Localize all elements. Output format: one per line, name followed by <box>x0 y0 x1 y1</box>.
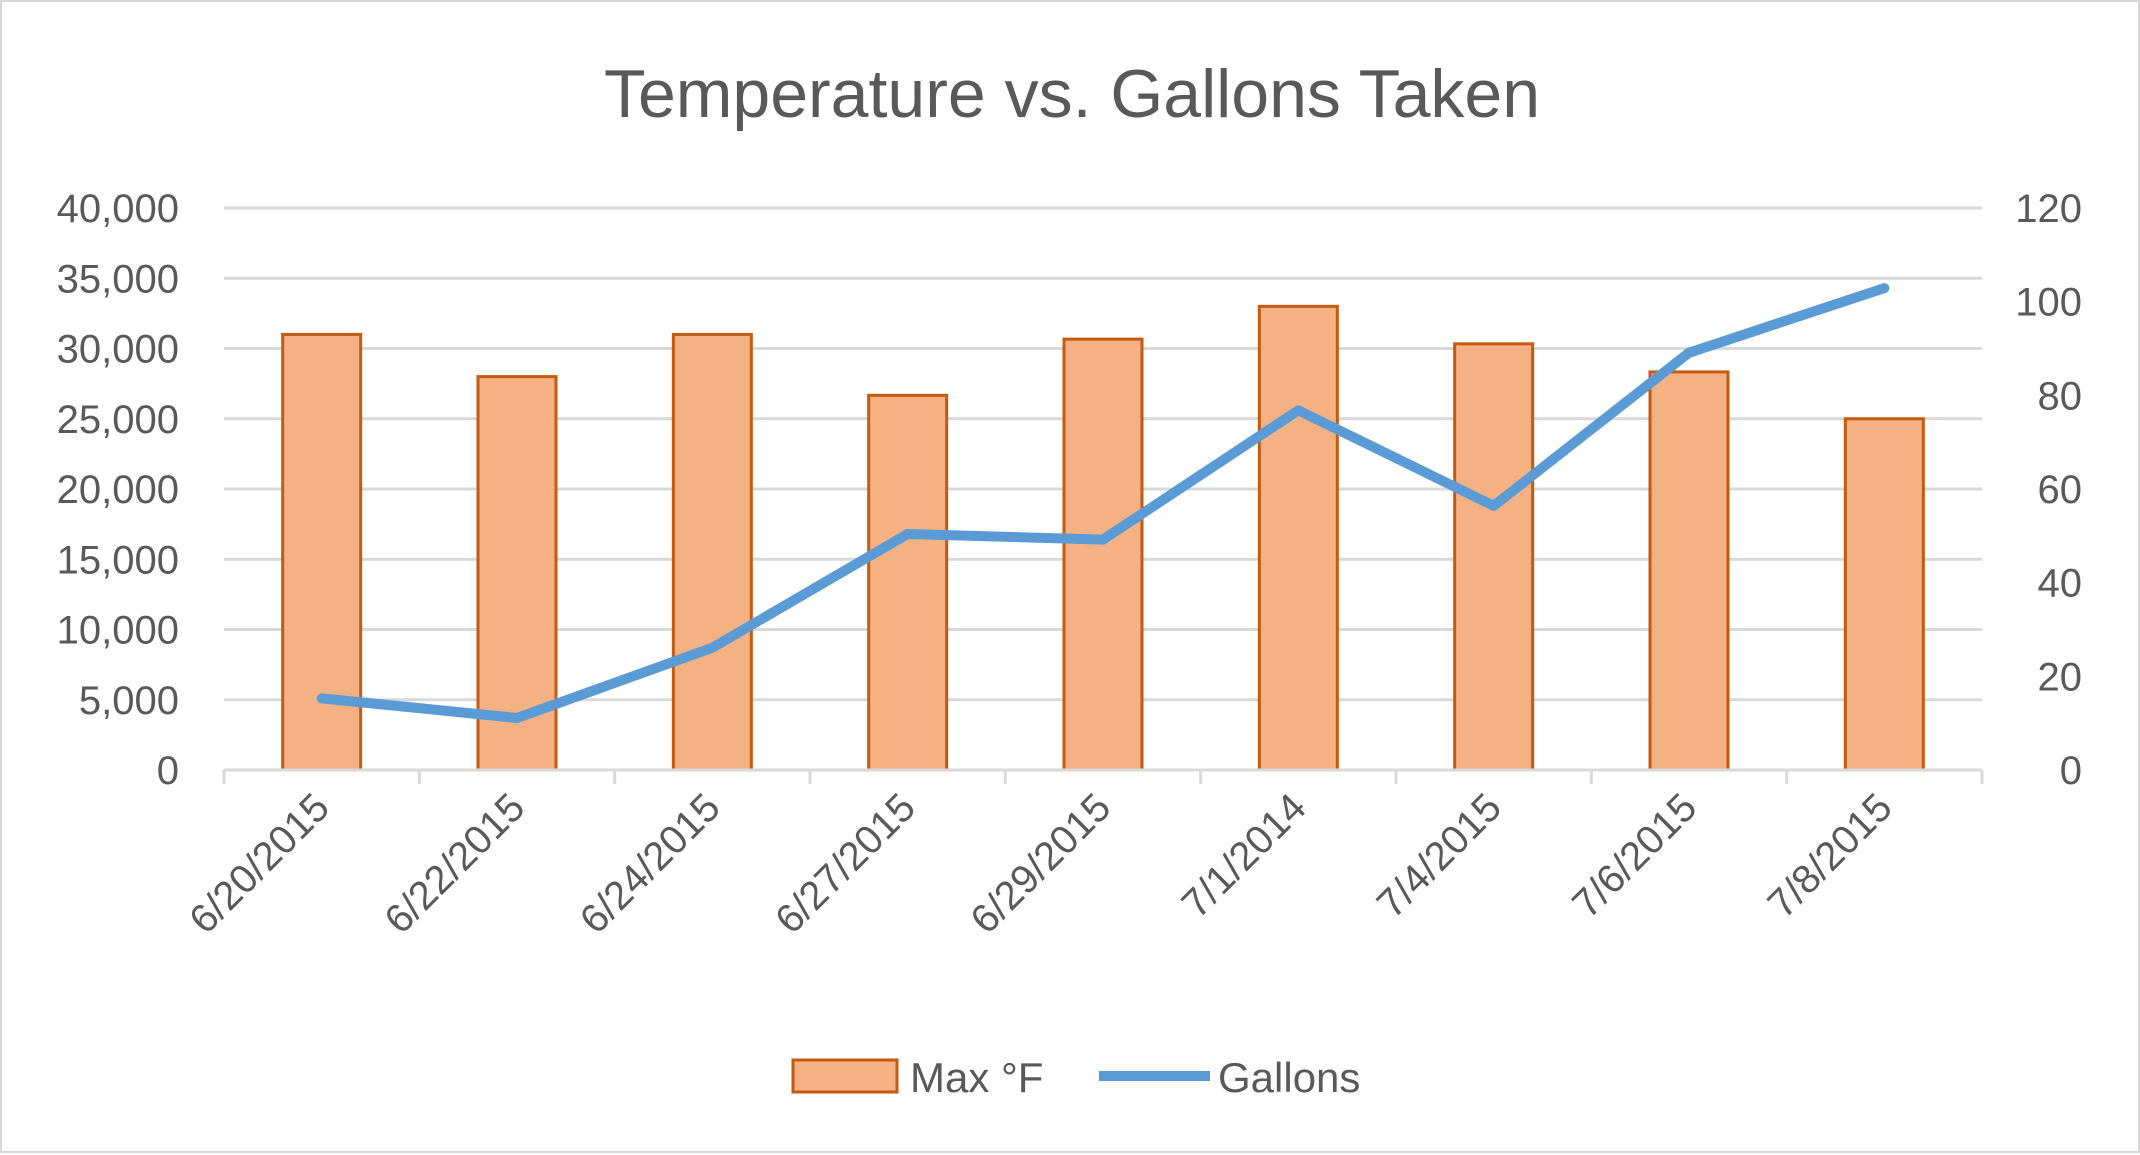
line-series <box>316 283 1890 724</box>
chart-title: Temperature vs. Gallons Taken <box>604 56 1540 132</box>
legend: Max °F Gallons <box>791 1054 1360 1101</box>
left-tick-label: 5,000 <box>79 679 179 723</box>
bar <box>1453 342 1535 772</box>
x-axis <box>222 768 1984 784</box>
left-tick-label: 30,000 <box>57 328 179 372</box>
bar <box>1257 304 1339 772</box>
x-tick-label: 7/1/2014 <box>1173 785 1314 926</box>
x-tick-label: 6/24/2015 <box>572 785 729 942</box>
left-tick-label: 15,000 <box>57 538 179 582</box>
bar <box>867 393 949 772</box>
legend-label-max-f: Max °F <box>910 1054 1043 1101</box>
right-tick-label: 100 <box>2015 281 2082 325</box>
left-tick-label: 35,000 <box>57 257 179 301</box>
right-axis-ticks: 0 20 40 60 80 100 120 <box>2015 187 2082 793</box>
left-tick-label: 40,000 <box>57 187 179 231</box>
x-tick-label: 7/4/2015 <box>1369 785 1510 926</box>
x-tick-label: 7/6/2015 <box>1564 785 1705 926</box>
x-tick-label: 6/29/2015 <box>962 785 1119 942</box>
right-tick-label: 80 <box>2038 374 2083 418</box>
right-tick-label: 40 <box>2038 562 2083 606</box>
bar-series <box>281 304 1925 772</box>
left-tick-label: 20,000 <box>57 468 179 512</box>
bar <box>1648 370 1730 772</box>
bar <box>671 332 753 772</box>
bar <box>1843 417 1925 772</box>
left-axis-ticks: 0 5,000 10,000 15,000 20,000 25,000 30,000 35,0… <box>57 187 179 793</box>
bar <box>1062 337 1144 772</box>
right-tick-label: 0 <box>2060 749 2082 793</box>
left-tick-label: 10,000 <box>57 609 179 653</box>
left-tick-label: 0 <box>157 749 179 793</box>
right-tick-label: 120 <box>2015 187 2082 231</box>
legend-swatch-max-f <box>791 1058 899 1094</box>
line-gallons <box>316 283 1890 724</box>
left-tick-label: 25,000 <box>57 398 179 442</box>
x-tick-label: 7/8/2015 <box>1759 785 1900 926</box>
right-tick-label: 60 <box>2038 468 2083 512</box>
x-tick-label: 6/20/2015 <box>181 785 338 942</box>
x-tick-label: 6/27/2015 <box>767 785 924 942</box>
right-tick-label: 20 <box>2038 655 2083 699</box>
x-axis-ticks: 6/20/2015 6/22/2015 6/24/2015 6/27/2015 6/29… <box>181 785 1901 942</box>
legend-label-gallons: Gallons <box>1218 1054 1360 1101</box>
x-tick-label: 6/22/2015 <box>376 785 533 942</box>
